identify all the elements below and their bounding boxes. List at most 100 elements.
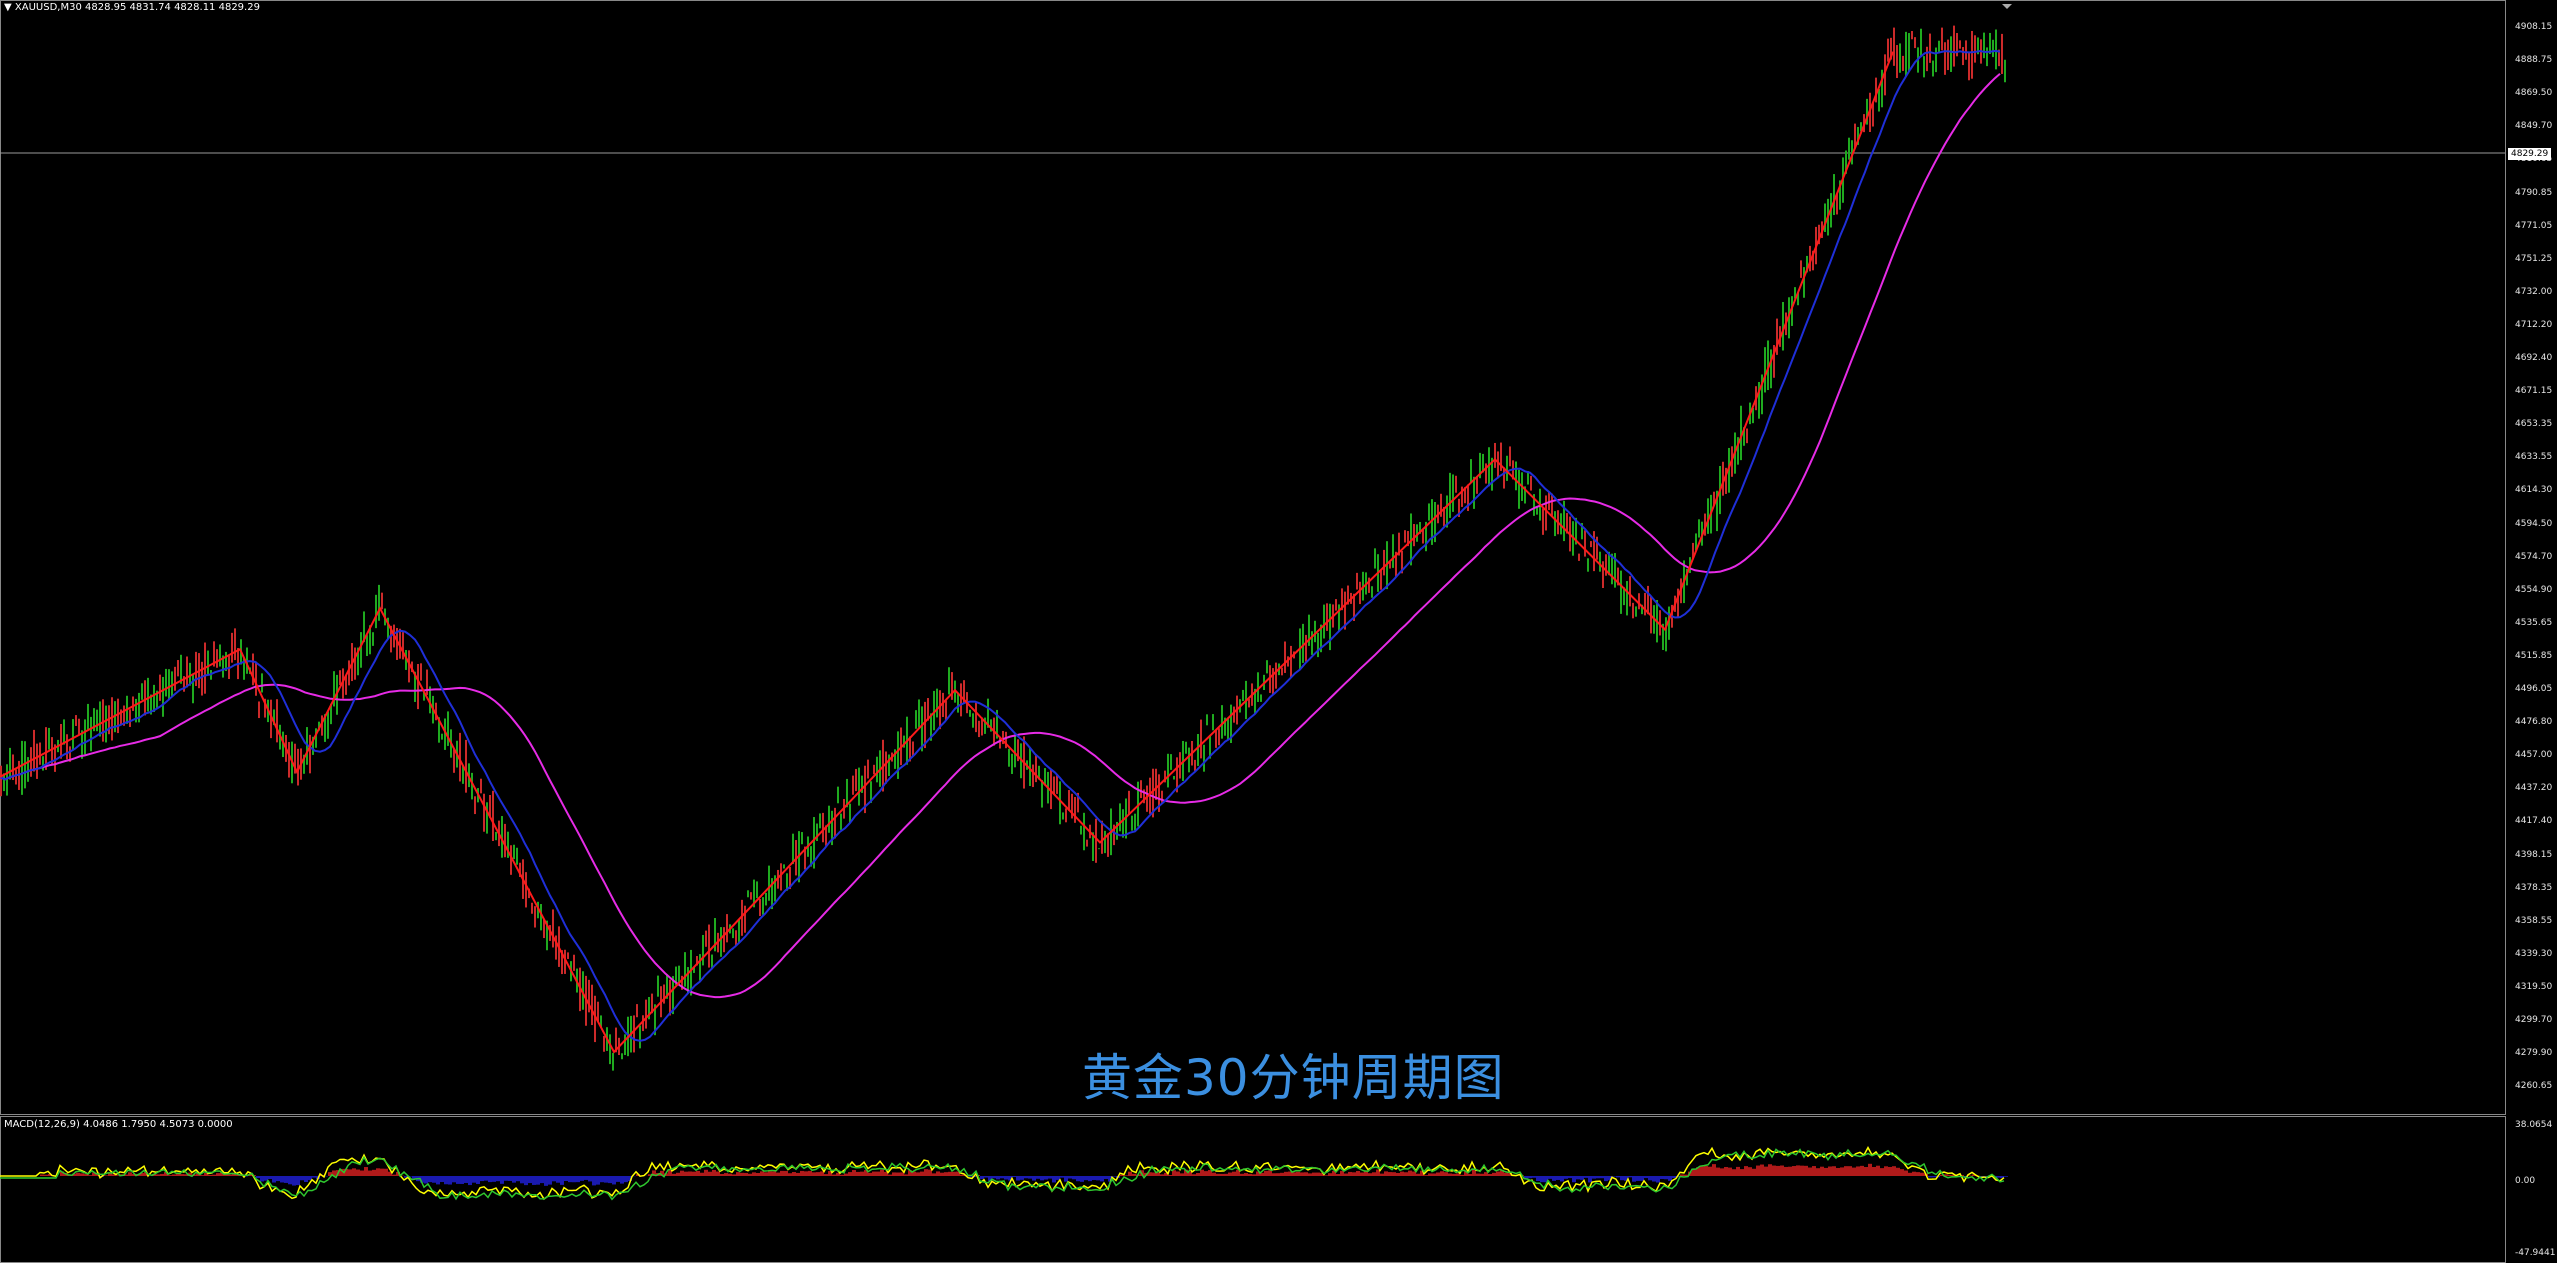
macd-bar — [516, 1176, 520, 1182]
macd-bar — [980, 1176, 984, 1179]
ohlc-values: 4828.95 4831.74 4828.11 4829.29 — [85, 2, 260, 13]
macd-bar — [1132, 1173, 1136, 1176]
macd-bar — [776, 1172, 780, 1176]
price-axis-label: 4888.75 — [2515, 55, 2553, 66]
macd-bar — [1332, 1170, 1336, 1176]
macd-bar — [1028, 1176, 1032, 1179]
macd-bar — [940, 1172, 944, 1176]
macd-bar — [1668, 1176, 1672, 1181]
macd-bar — [1276, 1173, 1280, 1176]
macd-bar — [200, 1175, 204, 1176]
macd-bar — [1468, 1173, 1472, 1176]
macd-bar — [760, 1171, 764, 1176]
macd-bar — [1092, 1176, 1096, 1181]
macd-bar — [1696, 1167, 1700, 1176]
macd-bar — [1128, 1171, 1132, 1176]
macd-bar — [412, 1176, 416, 1180]
macd-bar — [1272, 1173, 1276, 1176]
macd-bar — [1556, 1176, 1560, 1180]
collapse-triangle-icon[interactable]: ▼ — [4, 2, 12, 13]
macd-bar — [144, 1171, 148, 1176]
macd-bar — [1732, 1169, 1736, 1176]
macd-bar — [1296, 1171, 1300, 1176]
macd-bar — [1892, 1166, 1896, 1176]
macd-bar — [996, 1176, 1000, 1180]
macd-bar — [460, 1176, 464, 1184]
macd-bar — [1432, 1173, 1436, 1176]
macd-bar — [688, 1171, 692, 1176]
macd-bar — [40, 1174, 44, 1176]
macd-bar — [696, 1170, 700, 1176]
macd-bar — [1372, 1172, 1376, 1176]
macd-bar — [456, 1176, 460, 1184]
price-axis-label: 4751.25 — [2515, 253, 2553, 264]
macd-bar — [1040, 1176, 1044, 1181]
macd-bar — [1960, 1175, 1964, 1176]
macd-bar — [1532, 1176, 1536, 1178]
macd-bar — [1304, 1172, 1308, 1176]
macd-bar — [76, 1172, 80, 1176]
macd-bar — [404, 1176, 408, 1178]
macd-bar — [1316, 1172, 1320, 1176]
macd-bar — [484, 1176, 488, 1181]
price-axis-label: 4339.30 — [2515, 948, 2553, 959]
macd-bar — [1884, 1166, 1888, 1176]
macd-bar — [1876, 1165, 1880, 1176]
price-axis-label: 4554.90 — [2515, 584, 2553, 595]
macd-bar — [1872, 1166, 1876, 1176]
macd-bar — [184, 1174, 188, 1176]
macd-bar — [1344, 1173, 1348, 1176]
macd-bar — [1488, 1173, 1492, 1176]
macd-bar — [1096, 1176, 1100, 1181]
macd-bar — [1172, 1170, 1176, 1176]
macd-bar — [1284, 1171, 1288, 1176]
macd-bar — [1416, 1173, 1420, 1176]
macd-bar — [424, 1176, 428, 1184]
macd-bar — [524, 1176, 528, 1186]
macd-bar — [1148, 1172, 1152, 1176]
price-axis-label: 4908.15 — [2515, 22, 2553, 32]
macd-bar — [112, 1174, 116, 1176]
macd-bar — [1288, 1171, 1292, 1176]
macd-bar — [572, 1176, 576, 1183]
macd-bar — [812, 1172, 816, 1176]
macd-bar — [236, 1174, 240, 1176]
price-axis-label: 4496.05 — [2515, 684, 2553, 694]
macd-bar — [1660, 1176, 1664, 1180]
macd-bar — [1672, 1176, 1676, 1179]
macd-bar — [376, 1168, 380, 1176]
macd-bar — [668, 1170, 672, 1176]
macd-bar — [1356, 1170, 1360, 1176]
macd-bar — [716, 1171, 720, 1176]
macd-bar — [356, 1169, 360, 1176]
macd-bar — [1056, 1176, 1060, 1180]
price-axis-label: 4279.90 — [2515, 1048, 2553, 1059]
price-axis-label: 4653.35 — [2515, 419, 2553, 430]
macd-bar — [1008, 1176, 1012, 1181]
macd-bar — [1360, 1172, 1364, 1176]
macd-bar — [588, 1176, 592, 1182]
macd-bar — [1808, 1167, 1812, 1176]
macd-bar — [1916, 1172, 1920, 1176]
macd-bar — [1524, 1176, 1528, 1180]
macd-bar — [396, 1171, 400, 1176]
price-chart[interactable] — [0, 0, 2557, 1116]
price-axis-label: 4299.70 — [2515, 1015, 2553, 1025]
macd-bar — [1684, 1174, 1688, 1176]
macd-bar — [1340, 1170, 1344, 1176]
macd-bar — [648, 1174, 652, 1176]
macd-bar — [1076, 1176, 1080, 1182]
macd-bar — [564, 1176, 568, 1181]
macd-bar — [1804, 1165, 1808, 1176]
macd-panel[interactable] — [0, 1116, 2557, 1263]
macd-bar — [1776, 1165, 1780, 1176]
macd-bar — [1268, 1170, 1272, 1176]
macd-bar — [1196, 1172, 1200, 1176]
macd-bar — [1004, 1176, 1008, 1180]
macd-bar — [844, 1173, 848, 1176]
macd-bar — [1680, 1174, 1684, 1176]
macd-bar — [1492, 1172, 1496, 1176]
macd-bar — [1152, 1172, 1156, 1176]
macd-bar — [1764, 1166, 1768, 1176]
macd-bar — [748, 1173, 752, 1176]
